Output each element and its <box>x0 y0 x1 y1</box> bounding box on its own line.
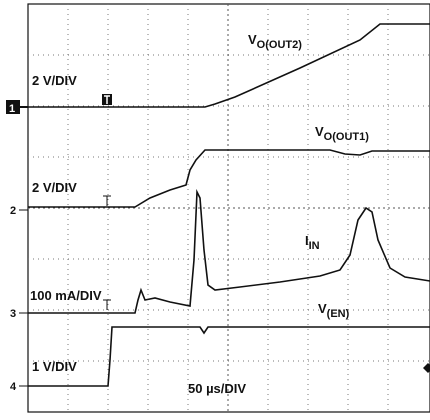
trace-label: VO(OUT1) <box>315 124 369 143</box>
scale-label: 2 V/DIV <box>32 180 77 195</box>
cursor-mark <box>103 299 111 310</box>
label-part: I <box>305 233 309 248</box>
label-part: V <box>315 124 324 139</box>
channel-marker: 3 <box>10 308 16 320</box>
channel-marker-box <box>6 100 20 114</box>
label-part: O(OUT2) <box>257 39 303 51</box>
scale-label: 100 mA/DIV <box>30 288 102 303</box>
trigger-marker <box>102 94 112 105</box>
trace-en <box>28 326 430 387</box>
trace-iin <box>28 188 430 314</box>
channel-marker: 1 <box>9 103 15 115</box>
trace-label: IIN <box>305 233 320 252</box>
label-part: IN <box>309 240 320 252</box>
scale-label: 2 V/DIV <box>32 73 77 88</box>
label-part: V <box>318 301 327 316</box>
trace-out1 <box>28 149 430 208</box>
scale-label: 1 V/DIV <box>32 359 77 374</box>
channel-marker: 4 <box>10 381 17 393</box>
cursor-mark <box>103 195 111 206</box>
trace-label: V(EN) <box>318 301 350 320</box>
channel-marker: 2 <box>10 205 16 217</box>
label-part: (EN) <box>327 308 350 320</box>
trace-out2 <box>28 23 430 108</box>
timebase-label: 50 µs/DIV <box>188 381 246 396</box>
graticule <box>28 4 430 412</box>
label-part: O(OUT1) <box>324 131 370 143</box>
marker <box>423 363 430 373</box>
label-part: V <box>248 32 257 47</box>
trace-label: VO(OUT2) <box>248 32 302 51</box>
